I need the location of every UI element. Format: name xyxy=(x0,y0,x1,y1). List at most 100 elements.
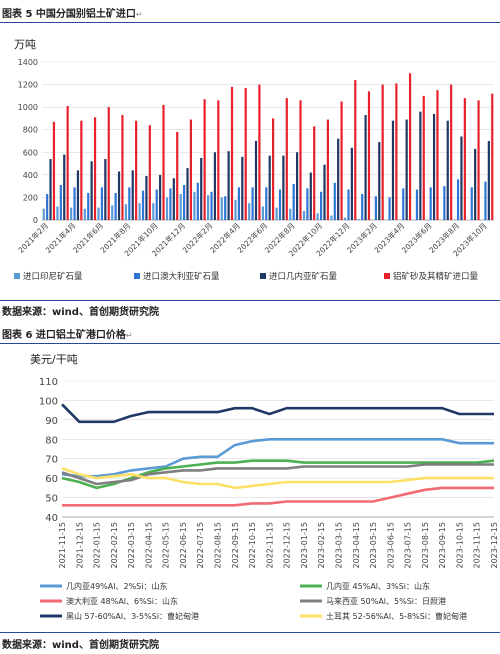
bar xyxy=(282,155,285,220)
source-divider xyxy=(0,632,500,633)
bar xyxy=(193,191,196,220)
source-divider xyxy=(0,300,500,301)
bar xyxy=(207,195,210,220)
x-tick-label: 2023-02-15 xyxy=(317,522,326,569)
bar xyxy=(80,120,83,220)
bar xyxy=(210,191,213,220)
bar xyxy=(203,99,206,220)
bar xyxy=(491,93,494,220)
caption-divider xyxy=(0,22,500,23)
bar xyxy=(367,91,371,220)
y-tick-label: 100 xyxy=(39,396,58,407)
x-tick-label: 2023-07-15 xyxy=(404,522,413,569)
bar xyxy=(361,194,364,220)
y-tick-label: 400 xyxy=(23,171,38,180)
bar xyxy=(374,196,377,220)
x-tick-label: 2023-11-15 xyxy=(473,522,482,569)
bar xyxy=(138,203,141,220)
bar xyxy=(456,179,460,220)
bar xyxy=(76,170,80,220)
bar xyxy=(93,117,97,220)
bar xyxy=(330,215,333,220)
bar xyxy=(354,80,357,220)
series-line xyxy=(61,467,494,490)
x-tick-label: 2022-09-15 xyxy=(231,522,240,569)
bar xyxy=(391,120,395,220)
bar xyxy=(432,113,436,220)
y-tick-label: 1400 xyxy=(18,58,38,67)
legend-label: 澳大利亚 48%Al、6%Si：山东 xyxy=(66,596,178,606)
figure6-caption: 图表 6 进口铝土矿港口价格↵ xyxy=(2,330,133,341)
bar xyxy=(59,185,62,220)
x-tick-label: 2022-04-15 xyxy=(144,522,153,569)
bar xyxy=(224,196,227,220)
x-tick-label: 2022-02-15 xyxy=(110,522,119,569)
bar xyxy=(52,121,56,220)
bar xyxy=(258,84,261,220)
bar xyxy=(124,204,128,220)
y-tick-label: 800 xyxy=(23,126,38,135)
bar xyxy=(254,141,258,220)
bar xyxy=(217,100,220,220)
bar xyxy=(100,187,104,220)
bar xyxy=(484,181,487,220)
bar xyxy=(66,106,69,220)
y-tick-label: 200 xyxy=(23,193,38,202)
bar xyxy=(419,111,422,220)
bar xyxy=(159,174,162,220)
bar xyxy=(162,104,165,220)
bar xyxy=(477,100,480,220)
bar xyxy=(402,188,405,220)
bar xyxy=(196,182,199,220)
x-tick-label: 2023-08-15 xyxy=(421,522,430,569)
y-axis-label: 万吨 xyxy=(14,38,36,51)
bar xyxy=(309,172,312,220)
bar xyxy=(381,84,384,220)
bar xyxy=(111,205,114,220)
bar xyxy=(261,206,264,220)
series-line xyxy=(61,403,494,424)
bar xyxy=(289,208,292,220)
series-line xyxy=(62,486,494,507)
series-line xyxy=(61,459,495,490)
bar xyxy=(186,168,189,220)
legend-label: 进口几内亚矿石量 xyxy=(269,271,338,282)
bar xyxy=(463,98,466,220)
bauxite-import-bar-chart: 万吨02004006008001000120014002021年2月2021年4… xyxy=(14,38,494,282)
bauxite-price-line-chart: 美元/干吨 40 50 60 70 80 90 100 110 2021-11-15 2021-12… xyxy=(30,353,499,621)
bar xyxy=(306,188,309,220)
bar xyxy=(272,118,275,220)
bar xyxy=(470,187,473,220)
x-tick-label: 2023-03-15 xyxy=(334,522,343,569)
bar xyxy=(172,178,175,220)
bar xyxy=(220,197,223,220)
bar xyxy=(165,197,169,220)
x-tick-label: 2022-10-15 xyxy=(248,522,257,569)
legend-label: 铝矿砂及其精矿进口量 xyxy=(393,271,479,282)
legend-label: 几内亚49%Al、2%Si：山东 xyxy=(66,581,167,591)
bar xyxy=(128,187,131,220)
bar xyxy=(227,151,230,220)
y-tick-label: 40 xyxy=(45,513,58,524)
legend-label: 黑山 57-60%Al、3-5%Si：曹妃甸港 xyxy=(66,611,199,621)
x-tick-label: 2022-08-15 xyxy=(214,522,223,569)
bar xyxy=(117,171,121,220)
legend-swatch xyxy=(384,273,390,279)
bar xyxy=(189,119,193,220)
x-tick-label: 2023-09-15 xyxy=(438,522,447,569)
bar xyxy=(460,136,463,220)
x-tick-label: 2021-12-15 xyxy=(75,522,84,569)
y-tick-label: 110 xyxy=(39,377,58,388)
bar xyxy=(104,159,107,220)
bar xyxy=(234,199,237,220)
y-tick-label: 1000 xyxy=(18,103,38,112)
x-tick-label: 2022-05-15 xyxy=(162,522,171,569)
bar xyxy=(114,192,117,220)
bar xyxy=(244,87,247,220)
bar xyxy=(131,170,134,220)
y-tick-label: 80 xyxy=(45,435,58,446)
bar xyxy=(73,187,76,220)
x-tick-label: 2023-12-15 xyxy=(490,522,499,569)
bar xyxy=(443,186,446,220)
x-tick-label: 2023-06-15 xyxy=(386,522,395,569)
